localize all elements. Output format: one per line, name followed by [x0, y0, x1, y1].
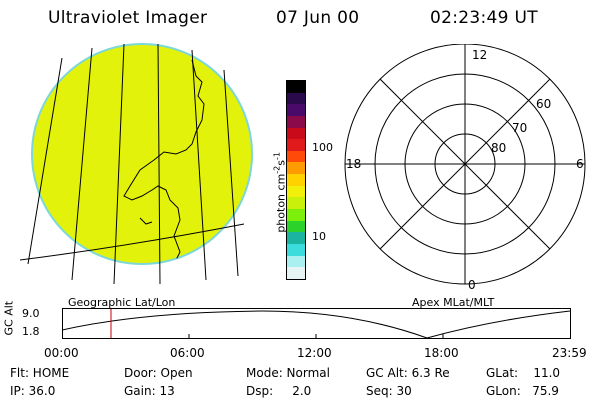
colorbar: [286, 80, 306, 280]
geographic-caption: Geographic Lat/Lon: [68, 296, 176, 309]
altitude-curve: [62, 310, 571, 339]
altitude-ytick-top: 9.0: [22, 307, 40, 320]
polar-label-60: 60: [536, 97, 552, 111]
altitude-ytick-bottom: 1.8: [22, 325, 40, 338]
flight-value: Flt: HOME: [10, 366, 70, 380]
image-date: 07 Jun 00: [276, 8, 360, 28]
ip-value: IP: 36.0: [10, 384, 56, 398]
latitude-line: [20, 223, 245, 261]
coastline: [123, 59, 205, 264]
altitude-plot: [62, 308, 571, 339]
colorbar-band-5: [287, 139, 305, 151]
colorbar-band-4: [287, 127, 305, 140]
colorbar-band-9: [287, 185, 305, 198]
image-time: 02:23:49 UT: [430, 8, 538, 28]
earth-disk: [31, 43, 253, 265]
polar-label-12: 12: [472, 48, 488, 62]
sequence-value: Seq: 30: [366, 384, 412, 398]
instrument-title: Ultraviolet Imager: [48, 8, 208, 28]
polar-label-80: 80: [491, 141, 507, 155]
glat-value: GLat: 11.0: [486, 366, 561, 380]
door-value: Door: Open: [124, 366, 193, 380]
coastline-island: [139, 217, 153, 225]
polar-label-0: 0: [468, 278, 476, 292]
colorbar-band-13: [287, 232, 305, 244]
altitude-xtick-2: 12:00: [297, 346, 332, 360]
colorbar-band-7: [287, 162, 305, 175]
apex-caption: Apex MLat/MLT: [412, 296, 495, 309]
polar-label-6: 6: [576, 157, 584, 171]
colorbar-band-6: [287, 150, 305, 163]
polar-label-18: 18: [346, 157, 362, 171]
polar-grid-panel: [344, 44, 586, 285]
colorbar-band-15: [287, 255, 305, 268]
geographic-image-panel: [20, 43, 253, 285]
altitude-xtick-0: 00:00: [44, 346, 79, 360]
altitude-xtick-1: 06:00: [170, 346, 205, 360]
polar-axis-diagonal-2: [379, 78, 551, 250]
altitude-ylabel: GC Alt: [2, 300, 16, 336]
colorbar-band-3: [287, 115, 305, 128]
colorbar-band-0: [287, 81, 305, 93]
mode-value: Mode: Normal: [246, 366, 330, 380]
colorbar-tick-10: 10: [312, 230, 326, 243]
colorbar-band-8: [287, 174, 305, 186]
dsp-value: Dsp: 2.0: [246, 384, 312, 398]
colorbar-band-14: [287, 243, 305, 256]
colorbar-band-16: [287, 267, 305, 279]
colorbar-band-11: [287, 209, 305, 221]
gc-altitude-value: GC Alt: 6.3 Re: [366, 366, 450, 380]
altitude-xtick-3: 18:00: [424, 346, 459, 360]
colorbar-band-12: [287, 220, 305, 233]
altitude-xtick-4: 23:59: [552, 346, 587, 360]
colorbar-tick-100: 100: [312, 141, 333, 154]
longitude-lines: [27, 43, 239, 285]
colorbar-band-1: [287, 92, 305, 105]
polar-label-70: 70: [512, 121, 528, 135]
colorbar-unit-label: photon cm-2s-1: [272, 152, 288, 233]
glon-value: GLon: 75.9: [486, 384, 559, 398]
gain-value: Gain: 13: [124, 384, 175, 398]
altitude-x-ticks: [188, 334, 444, 339]
colorbar-band-2: [287, 104, 305, 116]
colorbar-band-10: [287, 197, 305, 210]
